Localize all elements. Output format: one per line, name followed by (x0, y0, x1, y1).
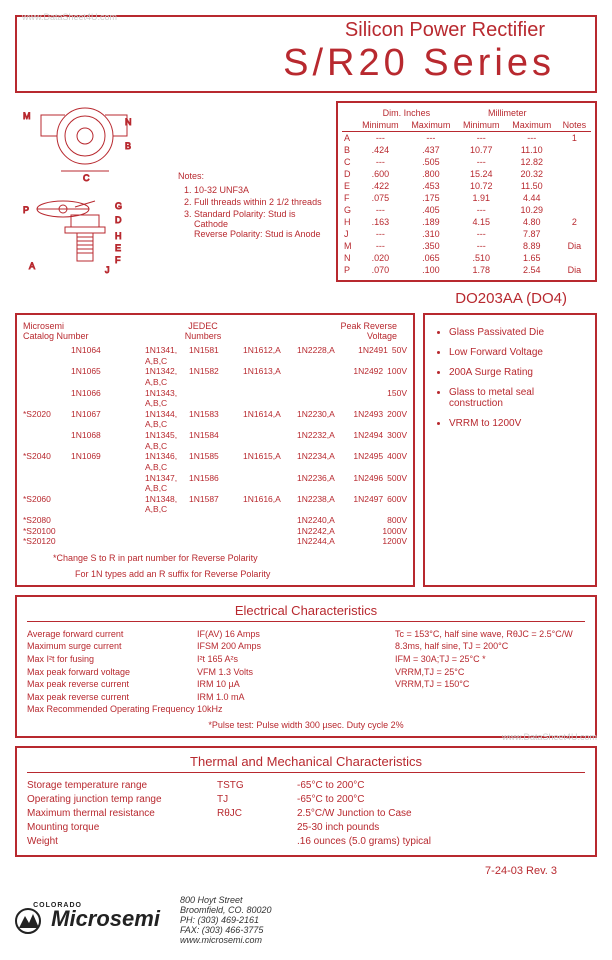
catalog-row: *S201201N2244,A1200V (23, 536, 407, 547)
catalog-note: For 1N types add an R suffix for Reverse… (23, 569, 407, 579)
catalog-row: 1N10681N1345, A,B,C1N15841N2232,A1N24943… (23, 430, 407, 451)
feature-item: 200A Surge Rating (449, 367, 585, 378)
doc-title: S/R20 Series (27, 42, 585, 85)
spec-line: Max peak reverse currentIRM 10 µA (27, 678, 395, 691)
spec-line: Max Recommended Operating Frequency10kHz (27, 703, 395, 716)
company-address: 800 Hoyt Street Broomfield, CO. 80020 PH… (180, 895, 272, 945)
svg-text:D: D (115, 215, 122, 225)
svg-text:P: P (23, 205, 29, 215)
electrical-section: Electrical Characteristics Average forwa… (15, 595, 597, 738)
dim-col-header: Minimum (457, 119, 506, 132)
watermark-top: www.DataSheet4U.com (22, 12, 117, 22)
thermal-line: Maximum thermal resistanceRθJC2.5°C/W Ju… (27, 807, 585, 821)
spec-condition: Tc = 153°C, half sine wave, RθJC = 2.5°C… (395, 628, 585, 641)
spec-line: Max I²t for fusingI²t 165 A²s (27, 653, 395, 666)
feature-item: Glass Passivated Die (449, 327, 585, 338)
svg-text:B: B (125, 141, 131, 151)
dim-row: H.163.1894.154.802 (342, 216, 591, 228)
dim-row: E.422.45310.7211.50 (342, 180, 591, 192)
watermark-bottom: www.DataSheet4U.com (502, 732, 597, 742)
dim-col-header (342, 119, 356, 132)
spec-line: Maximum surge currentIFSM 200 Amps (27, 640, 395, 653)
feature-item: Low Forward Voltage (449, 347, 585, 358)
svg-text:M: M (23, 111, 31, 121)
hdr-voltage: Peak Reverse Voltage (303, 321, 407, 341)
thermal-line: Storage temperature rangeTSTG-65°C to 20… (27, 779, 585, 793)
dimension-table: Dim. Inches Millimeter MinimumMaximumMin… (336, 101, 597, 282)
catalog-row: 1N10661N1343, A,B,C150V (23, 388, 407, 409)
spec-line: Max peak reverse currentIRM 1.0 mA (27, 691, 395, 704)
spec-condition: VRRM,TJ = 25°C (395, 666, 585, 679)
note-item: Full threads within 2 1/2 threads (194, 197, 328, 207)
dim-row: P.070.1001.782.54Dia (342, 264, 591, 276)
dim-col-header: Notes (558, 119, 591, 132)
catalog-box: Microsemi Catalog Number JEDEC Numbers P… (15, 313, 415, 587)
hdr-jedec: JEDEC Numbers (103, 321, 303, 341)
catalog-row: *S20201N10671N1344, A,B,C1N15831N1614,A1… (23, 409, 407, 430)
features-box: Glass Passivated Die Low Forward Voltage 2… (423, 313, 597, 587)
brand-logo: COLORADO Microsemi (15, 906, 160, 933)
dim-row: M---.350---8.89Dia (342, 240, 591, 252)
spec-line: Max peak forward voltageVFM 1.3 Volts (27, 666, 395, 679)
spec-line: Average forward currentIF(AV) 16 Amps (27, 628, 395, 641)
dim-row: A------------1 (342, 132, 591, 145)
dim-col-header: Minimum (356, 119, 405, 132)
pulse-note: *Pulse test: Pulse width 300 µsec. Duty … (27, 720, 585, 730)
brand-name: Microsemi (51, 906, 160, 931)
dim-row: B.424.43710.7711.10 (342, 144, 591, 156)
dim-row: G---.405---10.29 (342, 204, 591, 216)
catalog-row: *S20801N2240,A800V (23, 515, 407, 526)
feature-item: Glass to metal seal construction (449, 387, 585, 409)
catalog-row: 1N1347, A,B,C1N15861N2236,A1N2496500V (23, 473, 407, 494)
catalog-row: 1N10651N1342, A,B,C1N15821N1613,A1N24921… (23, 366, 407, 387)
package-label: DO203AA (DO4) (15, 290, 567, 307)
section-title: Electrical Characteristics (27, 603, 585, 622)
svg-text:C: C (83, 173, 90, 183)
spec-condition: 8.3ms, half sine, TJ = 200°C (395, 640, 585, 653)
catalog-row: *S20401N10691N1346, A,B,C1N15851N1615,A1… (23, 451, 407, 472)
svg-text:G: G (115, 201, 122, 211)
note-item: 10-32 UNF3A (194, 185, 328, 195)
doc-subtitle: Silicon Power Rectifier (27, 19, 585, 42)
dim-row: C---.505---12.82 (342, 156, 591, 168)
note-item: Standard Polarity: Stud is Cathode Rever… (194, 209, 328, 239)
dim-row: N.020.065.5101.65 (342, 252, 591, 264)
thermal-line: Weight.16 ounces (5.0 grams) typical (27, 835, 585, 849)
dim-row: J---.310---7.87 (342, 228, 591, 240)
hdr-catalog: Microsemi Catalog Number (23, 321, 103, 341)
header-box: Silicon Power Rectifier S/R20 Series (15, 15, 597, 93)
feature-item: VRRM to 1200V (449, 418, 585, 429)
revision-label: 7-24-03 Rev. 3 (15, 865, 557, 877)
svg-text:J: J (105, 265, 110, 275)
svg-text:A: A (29, 261, 35, 271)
catalog-row: *S201001N2242,A1000V (23, 526, 407, 537)
svg-text:F: F (115, 255, 121, 265)
thermal-line: Mounting torque25-30 inch pounds (27, 821, 585, 835)
svg-text:E: E (115, 243, 121, 253)
notes-area: Notes: 10-32 UNF3A Full threads within 2… (178, 101, 328, 282)
footer: COLORADO Microsemi 800 Hoyt Street Broom… (15, 895, 597, 945)
dim-row: D.600.80015.2420.32 (342, 168, 591, 180)
thermal-line: Operating junction temp rangeTJ-65°C to … (27, 793, 585, 807)
spec-condition: IFM = 30A;TJ = 25°C * (395, 653, 585, 666)
svg-text:N: N (125, 117, 132, 127)
spec-condition: VRRM,TJ = 150°C (395, 678, 585, 691)
svg-text:H: H (115, 231, 122, 241)
dim-header: Dim. Inches (356, 107, 457, 119)
colorado-label: COLORADO (33, 902, 82, 909)
dim-header: Millimeter (457, 107, 558, 119)
catalog-row: 1N10641N1341, A,B,C1N15811N1612,A1N2228,… (23, 345, 407, 366)
dim-col-header: Maximum (506, 119, 558, 132)
dim-col-header: Maximum (405, 119, 457, 132)
section-title: Thermal and Mechanical Characteristics (27, 754, 585, 773)
dim-row: F.075.1751.914.44 (342, 192, 591, 204)
catalog-note: *Change S to R in part number for Revers… (23, 553, 407, 563)
thermal-section: Thermal and Mechanical Characteristics S… (15, 746, 597, 857)
catalog-row: *S20601N1348, A,B,C1N15871N1616,A1N2238,… (23, 494, 407, 515)
package-diagram: M N B C P G D H E (15, 101, 170, 276)
notes-heading: Notes: (178, 171, 328, 181)
